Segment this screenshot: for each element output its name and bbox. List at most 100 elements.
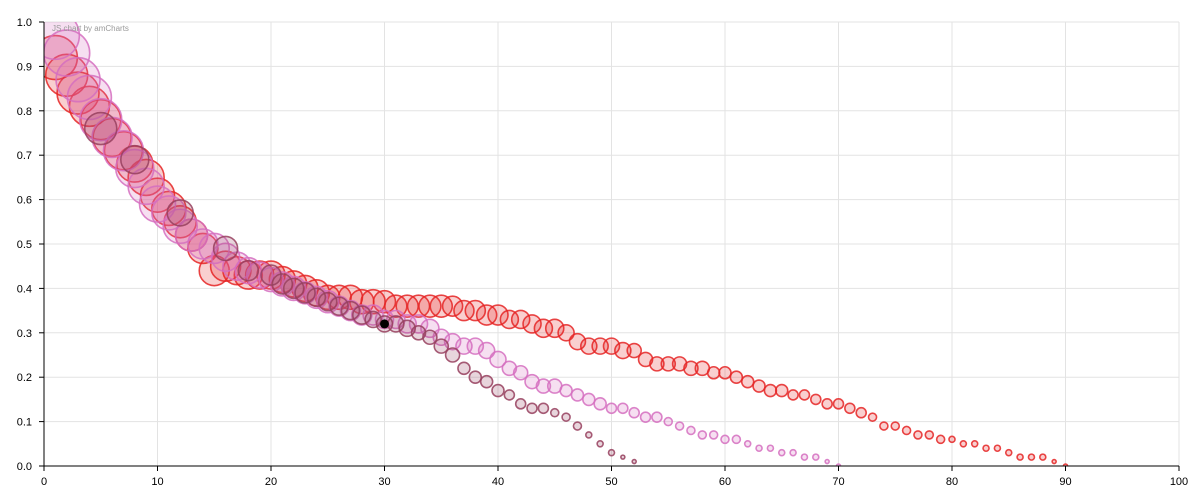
bubble-point[interactable] xyxy=(787,389,799,401)
bubble-point[interactable] xyxy=(477,341,496,360)
bubble-point[interactable] xyxy=(422,329,438,346)
bubble-point[interactable] xyxy=(605,402,618,415)
bubble-point[interactable] xyxy=(832,398,845,410)
bubble-point[interactable] xyxy=(260,264,282,286)
bubble-point[interactable] xyxy=(55,56,101,103)
bubble-point[interactable] xyxy=(617,402,629,415)
bubble-point[interactable] xyxy=(706,365,721,380)
bubble-point[interactable] xyxy=(581,392,596,407)
bubble-point[interactable] xyxy=(798,389,811,401)
bubble-point[interactable] xyxy=(809,393,822,406)
bubble-point[interactable] xyxy=(1004,448,1013,457)
bubble-point[interactable] xyxy=(614,341,632,360)
bubble-point[interactable] xyxy=(549,407,560,418)
bubble-point[interactable] xyxy=(639,411,652,423)
bubble-point[interactable] xyxy=(844,402,856,415)
bubble-point[interactable] xyxy=(970,439,979,448)
bubble-point[interactable] xyxy=(766,444,775,453)
bubble-point[interactable] xyxy=(626,342,643,359)
bubble-point[interactable] xyxy=(674,421,685,431)
bubble-point[interactable] xyxy=(740,374,755,389)
bubble-point[interactable] xyxy=(306,287,327,308)
bubble-point[interactable] xyxy=(491,383,505,398)
bubble-point[interactable] xyxy=(212,235,239,262)
bubble-point[interactable] xyxy=(535,378,552,394)
bubble-point[interactable] xyxy=(441,295,464,317)
bubble-point[interactable] xyxy=(514,398,527,410)
bubble-point[interactable] xyxy=(811,453,820,461)
bubble-point[interactable] xyxy=(763,383,778,398)
bubble-point[interactable] xyxy=(533,318,554,339)
bubble-point[interactable] xyxy=(444,347,461,363)
bubble-point[interactable] xyxy=(935,434,946,445)
bubble-point[interactable] xyxy=(743,439,752,448)
bubble-point[interactable] xyxy=(686,425,696,436)
bubble-point[interactable] xyxy=(649,356,665,372)
bubble-point[interactable] xyxy=(651,411,663,423)
bubble-point[interactable] xyxy=(457,361,471,376)
bubble-point[interactable] xyxy=(503,389,516,401)
bubble-point[interactable] xyxy=(510,309,531,330)
bubble-point[interactable] xyxy=(522,314,542,334)
bubble-point[interactable] xyxy=(867,412,878,422)
bubble-point[interactable] xyxy=(83,111,118,146)
bubble-point[interactable] xyxy=(537,402,550,415)
bubble-point[interactable] xyxy=(631,458,638,465)
bubble-point[interactable] xyxy=(890,421,901,431)
bubble-point[interactable] xyxy=(44,29,91,77)
bubble-point[interactable] xyxy=(339,299,362,322)
bubble-point[interactable] xyxy=(499,309,520,330)
bubble-point[interactable] xyxy=(115,148,155,189)
bubble-point[interactable] xyxy=(924,430,935,440)
bubble-point[interactable] xyxy=(789,448,797,457)
bubble-point[interactable] xyxy=(328,295,350,317)
bubble-point[interactable] xyxy=(66,74,113,121)
bubble-point[interactable] xyxy=(570,388,585,402)
bubble-point[interactable] xyxy=(468,370,483,385)
bubble-point[interactable] xyxy=(429,294,454,318)
bubble-point[interactable] xyxy=(340,300,361,321)
bubble-point[interactable] xyxy=(729,370,744,385)
bubble-point[interactable] xyxy=(1051,458,1057,465)
bubble-point[interactable] xyxy=(487,304,509,326)
bubble-point[interactable] xyxy=(351,305,372,325)
bubble-point[interactable] xyxy=(777,448,786,457)
bubble-point[interactable] xyxy=(824,458,830,465)
bubble-point[interactable] xyxy=(913,430,923,440)
bubble-point[interactable] xyxy=(683,360,699,377)
bubble-point[interactable] xyxy=(697,430,708,440)
bubble-point[interactable] xyxy=(720,434,730,445)
bubble-point[interactable] xyxy=(561,412,571,422)
bubble-point[interactable] xyxy=(350,304,373,326)
bubble-point[interactable] xyxy=(620,454,626,460)
bubble-point[interactable] xyxy=(544,318,565,339)
bubble-point[interactable] xyxy=(584,431,593,439)
bubble-point[interactable] xyxy=(271,273,294,295)
bubble-point[interactable] xyxy=(879,421,889,431)
bubble-point[interactable] xyxy=(433,338,450,354)
bubble-point[interactable] xyxy=(993,444,1002,453)
bubble-point[interactable] xyxy=(489,350,507,369)
bubble-point[interactable] xyxy=(855,406,868,419)
bubble-point[interactable] xyxy=(982,444,990,453)
bubble-point[interactable] xyxy=(1027,453,1036,461)
bubble-point[interactable] xyxy=(731,434,742,445)
bubble-point[interactable] xyxy=(572,421,583,431)
bubble-point[interactable] xyxy=(755,444,763,453)
bubble-point[interactable] xyxy=(901,425,912,436)
bubble-point[interactable] xyxy=(628,406,641,419)
bubble-point[interactable] xyxy=(464,299,487,322)
highlight-point[interactable] xyxy=(380,319,389,329)
bubble-point[interactable] xyxy=(718,365,732,380)
bubble-point[interactable] xyxy=(959,439,968,448)
bubble-point[interactable] xyxy=(557,323,575,342)
bubble-point[interactable] xyxy=(512,364,529,381)
bubble-point[interactable] xyxy=(948,435,956,444)
bubble-point[interactable] xyxy=(475,304,498,326)
bubble-point[interactable] xyxy=(593,397,607,411)
bubble-point[interactable] xyxy=(752,379,766,393)
bubble-point[interactable] xyxy=(479,374,494,389)
bubble-point[interactable] xyxy=(663,416,674,427)
bubble-point[interactable] xyxy=(607,448,616,457)
bubble-point[interactable] xyxy=(120,144,150,175)
